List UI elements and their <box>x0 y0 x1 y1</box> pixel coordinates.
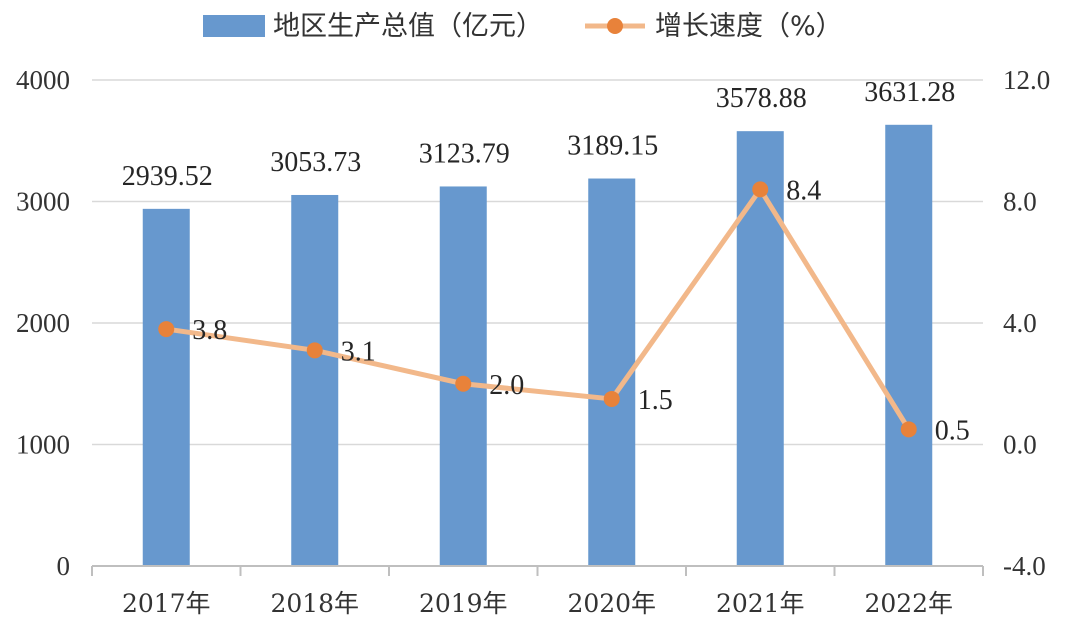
legend-bar-label: 地区生产总值（亿元） <box>273 11 543 42</box>
axes: 0 1000 2000 3000 4000 -4.0 0.0 4.0 8.0 12.0 2017年 2… <box>16 65 1050 618</box>
line-marker <box>306 342 323 359</box>
legend: 地区生产总值（亿元） 增长速度（%） <box>203 11 843 42</box>
y-left-tick-label: 1000 <box>16 430 70 460</box>
bar-value-label: 3123.79 <box>419 138 510 169</box>
line-marker <box>752 181 769 198</box>
legend-bar-swatch <box>203 15 265 37</box>
bar-value-label: 3631.28 <box>864 77 955 108</box>
x-category-label: 2019年 <box>419 589 508 618</box>
line-value-label: 1.5 <box>638 385 673 416</box>
line-marker <box>603 390 620 407</box>
y-right-tick-label: 12.0 <box>1003 65 1050 95</box>
line-marker <box>158 321 175 338</box>
x-category-label: 2022年 <box>864 589 953 618</box>
x-category-label: 2021年 <box>716 589 805 618</box>
bar-value-label: 3578.88 <box>716 83 807 114</box>
x-category-label: 2017年 <box>122 589 211 618</box>
line-marker <box>900 421 917 438</box>
y-left-tick-label: 0 <box>57 551 71 581</box>
growth-line <box>163 186 912 432</box>
bar-series <box>142 124 933 567</box>
line-value-label: 3.1 <box>341 336 376 367</box>
line-marker <box>455 375 472 392</box>
gridlines <box>92 79 983 446</box>
bar <box>736 131 784 566</box>
bar-value-label: 3189.15 <box>567 131 658 162</box>
bar-value-label: 3053.73 <box>270 147 361 178</box>
legend-line-marker <box>607 18 623 34</box>
line-value-label: 8.4 <box>786 175 821 206</box>
y-left-tick-label: 3000 <box>16 187 70 217</box>
data-labels: 2939.52 3053.73 3123.79 3189.15 3578.88 3631.… <box>122 77 970 447</box>
y-left-tick-label: 2000 <box>16 308 70 338</box>
y-right-tick-label: 0.0 <box>1003 430 1037 460</box>
bar <box>291 194 339 566</box>
bar <box>885 124 933 567</box>
bar <box>588 178 636 566</box>
bar <box>142 208 190 566</box>
y-left-tick-label: 4000 <box>16 65 70 95</box>
y-right-tick-label: 4.0 <box>1003 308 1037 338</box>
line-series <box>158 181 917 438</box>
line-value-label: 3.8 <box>192 315 227 346</box>
legend-line-label: 增长速度（%） <box>655 11 843 42</box>
line-value-label: 2.0 <box>489 370 524 401</box>
x-category-label: 2020年 <box>567 589 656 618</box>
x-category-label: 2018年 <box>270 589 359 618</box>
y-right-tick-label: -4.0 <box>1003 551 1046 581</box>
y-right-tick-label: 8.0 <box>1003 187 1037 217</box>
bar-value-label: 2939.52 <box>122 161 213 192</box>
line-value-label: 0.5 <box>935 415 970 446</box>
